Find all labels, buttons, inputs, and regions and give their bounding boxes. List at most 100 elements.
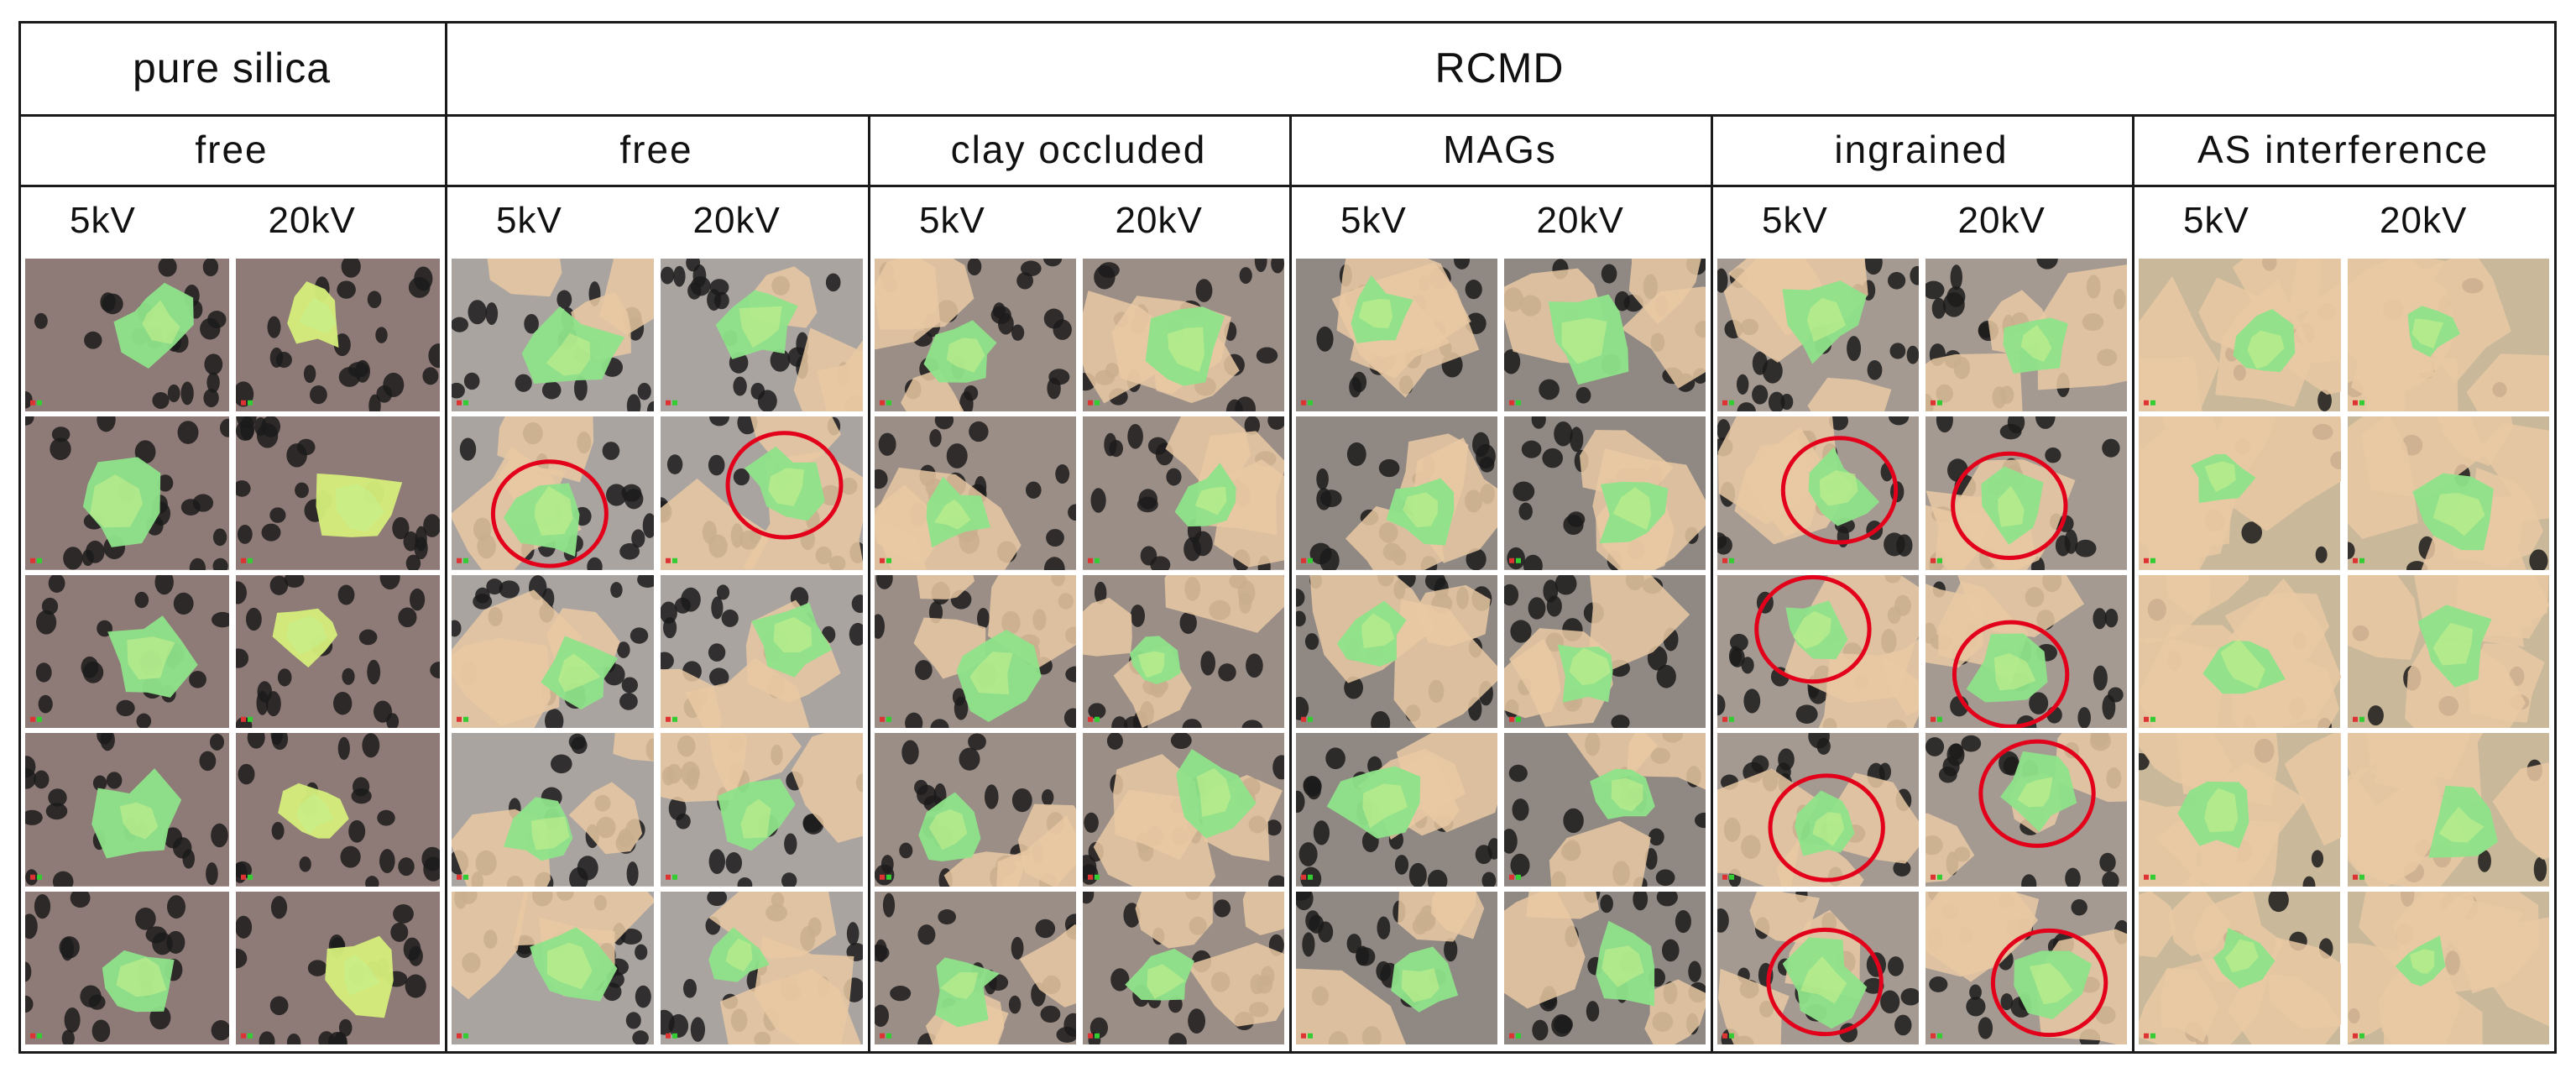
micrograph-image xyxy=(875,259,1076,412)
micrograph-image xyxy=(875,733,1076,887)
micrograph-image xyxy=(1296,733,1497,887)
micrograph-image xyxy=(236,259,440,412)
voltage-label: 5kV xyxy=(919,200,985,241)
micrograph-image xyxy=(661,733,863,887)
micrograph-image xyxy=(1925,891,2127,1044)
voltage-label: 20kV xyxy=(692,200,781,241)
table-border-line xyxy=(18,21,21,1054)
micrograph-image xyxy=(1504,891,1706,1044)
micrograph-image xyxy=(1717,574,1919,729)
micrograph-image xyxy=(236,733,440,887)
micrograph-image xyxy=(2139,416,2341,570)
micrograph-image xyxy=(452,416,654,570)
category-label: clay occluded xyxy=(950,128,1207,171)
voltage-label: 5kV xyxy=(1762,200,1828,241)
micrograph-image xyxy=(236,416,440,570)
micrograph-image xyxy=(661,891,863,1044)
micrograph-image xyxy=(452,733,654,887)
micrograph-image xyxy=(452,574,654,729)
micrograph-image xyxy=(875,574,1076,729)
voltage-label: 5kV xyxy=(70,200,136,241)
micrograph-image xyxy=(2347,891,2549,1044)
voltage-label: 5kV xyxy=(496,200,562,241)
table-border-line xyxy=(18,1051,2557,1054)
voltage-label: 20kV xyxy=(1115,200,1203,241)
micrograph-image xyxy=(25,416,229,570)
highlight-circle xyxy=(1978,739,2096,849)
micrograph-image xyxy=(452,259,654,412)
voltage-label: 5kV xyxy=(1340,200,1407,241)
micrograph-image xyxy=(661,416,863,570)
highlight-circle xyxy=(1768,773,1885,882)
table-border-line xyxy=(1289,114,1292,1054)
micrograph-image xyxy=(25,891,229,1044)
header-pure-silica: pure silica xyxy=(132,44,332,92)
highlight-circle xyxy=(1990,928,2108,1037)
micrograph-image xyxy=(25,259,229,412)
micrograph-image xyxy=(1083,891,1284,1044)
voltage-label: 20kV xyxy=(268,200,356,241)
micrograph-image xyxy=(661,574,863,729)
micrograph-image xyxy=(1083,416,1284,570)
highlight-circle xyxy=(1952,620,2070,729)
highlight-circle xyxy=(1780,436,1899,545)
micrograph-image xyxy=(25,733,229,887)
micrograph-image xyxy=(2347,259,2549,412)
table-border-line xyxy=(2554,21,2557,1054)
table-border-line xyxy=(868,114,870,1054)
micrograph-image xyxy=(1296,891,1497,1044)
table-border-line xyxy=(18,21,2557,24)
table-border-line xyxy=(445,21,447,1054)
category-label: ingrained xyxy=(1834,128,2009,171)
category-label: MAGs xyxy=(1443,128,1557,171)
micrograph-image xyxy=(1083,574,1284,729)
micrograph-image xyxy=(25,574,229,729)
micrograph-image xyxy=(236,574,440,729)
highlight-circle xyxy=(1951,452,2068,561)
table-border-line xyxy=(18,185,2557,187)
highlight-circle xyxy=(1754,574,1872,684)
micrograph-image xyxy=(452,891,654,1044)
category-label: free xyxy=(619,128,693,171)
micrograph-image xyxy=(1925,416,2127,570)
highlight-circle xyxy=(1766,927,1884,1036)
micrograph-image xyxy=(1083,259,1284,412)
voltage-label: 20kV xyxy=(2380,200,2468,241)
micrograph-image xyxy=(1083,733,1284,887)
micrograph-image xyxy=(875,891,1076,1044)
micrograph-image xyxy=(1717,733,1919,887)
micrograph-image xyxy=(2347,416,2549,570)
micrograph-image xyxy=(2347,733,2549,887)
micrograph-image xyxy=(2139,259,2341,412)
micrograph-image xyxy=(1504,574,1706,729)
micrograph-image xyxy=(236,891,440,1044)
micrograph-image xyxy=(1296,416,1497,570)
highlight-circle xyxy=(490,459,609,568)
micrograph-image xyxy=(1925,259,2127,412)
micrograph-image xyxy=(1296,574,1497,729)
micrograph-image xyxy=(2139,891,2341,1044)
micrograph-image xyxy=(1296,259,1497,412)
micrograph-image xyxy=(875,416,1076,570)
micrograph-image xyxy=(1717,416,1919,570)
voltage-label: 20kV xyxy=(1536,200,1624,241)
category-label: free xyxy=(195,128,269,171)
category-label: AS interference xyxy=(2197,128,2490,171)
micrograph-image xyxy=(1717,259,1919,412)
header-rcmd: RCMD xyxy=(1434,44,1565,92)
micrograph-image xyxy=(1504,259,1706,412)
voltage-label: 20kV xyxy=(1957,200,2046,241)
micrograph-image xyxy=(1717,891,1919,1044)
table-border-line xyxy=(18,114,2557,117)
micrograph-image xyxy=(1925,733,2127,887)
highlight-circle xyxy=(725,431,844,540)
table-border-line xyxy=(1711,114,1713,1054)
micrograph-image xyxy=(2347,574,2550,729)
micrograph-image xyxy=(1925,574,2127,729)
table-border-line xyxy=(2132,114,2134,1054)
micrograph-image xyxy=(1504,416,1706,570)
micrograph-image xyxy=(2139,733,2341,887)
voltage-label: 5kV xyxy=(2183,200,2249,241)
micrograph-image xyxy=(2139,574,2341,729)
